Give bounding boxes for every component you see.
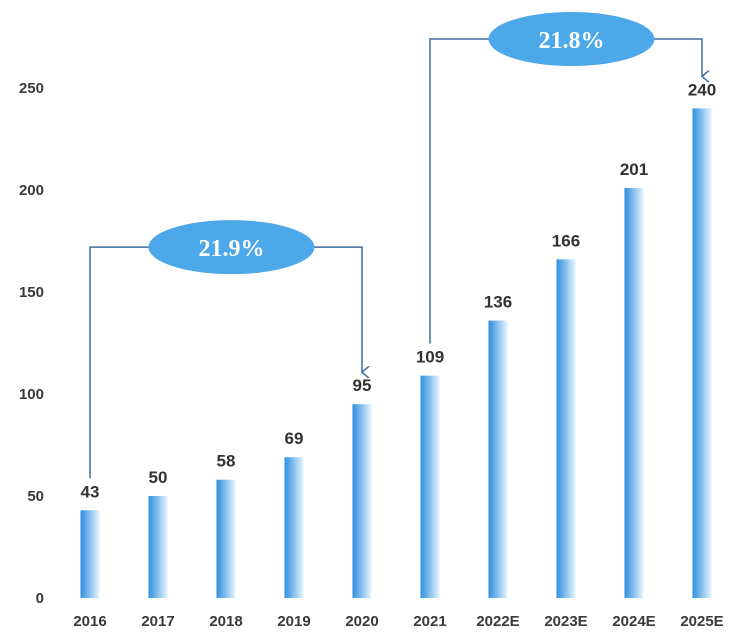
x-axis: 2016 2017 2018 2019 2020 2021 2022E 2023E 2024E 2… <box>73 613 723 630</box>
data-label: 69 <box>285 429 304 448</box>
bar <box>80 510 100 598</box>
y-tick-label: 100 <box>19 386 44 403</box>
bar <box>556 259 576 598</box>
cagr-label: 21.8% <box>538 28 604 54</box>
data-label: 50 <box>149 468 168 487</box>
x-tick-label: 2022E <box>476 613 519 630</box>
cagr-bracket-line <box>89 246 362 479</box>
x-tick-label: 2025E <box>680 613 723 630</box>
data-label: 166 <box>552 231 580 250</box>
y-tick-label: 250 <box>19 80 44 97</box>
bar <box>624 187 644 598</box>
bar <box>148 496 168 598</box>
bars <box>80 108 712 599</box>
y-tick-label: 150 <box>19 284 44 301</box>
cagr-label: 21.9% <box>198 236 264 262</box>
cagr-bubble <box>148 220 315 275</box>
bar <box>488 320 508 598</box>
x-tick-label: 2016 <box>73 613 106 630</box>
y-tick-label: 200 <box>19 182 44 199</box>
bar <box>352 404 372 598</box>
data-label: 58 <box>217 452 236 471</box>
data-labels: 43 50 58 69 95 109 136 166 201 240 <box>81 80 717 501</box>
bar <box>216 479 236 598</box>
cagr-annotations: 21.9% 21.8% <box>89 12 702 479</box>
y-tick-label: 0 <box>36 590 44 607</box>
bar <box>692 108 712 599</box>
data-label: 43 <box>81 482 100 501</box>
x-tick-label: 2019 <box>277 613 310 630</box>
data-label: 240 <box>688 80 716 99</box>
x-tick-label: 2021 <box>413 613 446 630</box>
y-tick-label: 50 <box>27 488 44 505</box>
bar <box>420 375 440 598</box>
bar <box>284 457 304 598</box>
x-tick-label: 2023E <box>544 613 587 630</box>
data-label: 201 <box>620 160 648 179</box>
data-label: 136 <box>484 293 512 312</box>
cagr-bubble <box>488 12 655 67</box>
data-label: 95 <box>353 376 372 395</box>
x-tick-label: 2018 <box>209 613 242 630</box>
x-tick-label: 2024E <box>612 613 655 630</box>
y-axis: 0 50 100 150 200 250 <box>19 80 44 607</box>
x-tick-label: 2020 <box>345 613 378 630</box>
x-tick-label: 2017 <box>141 613 174 630</box>
data-label: 109 <box>416 348 444 367</box>
